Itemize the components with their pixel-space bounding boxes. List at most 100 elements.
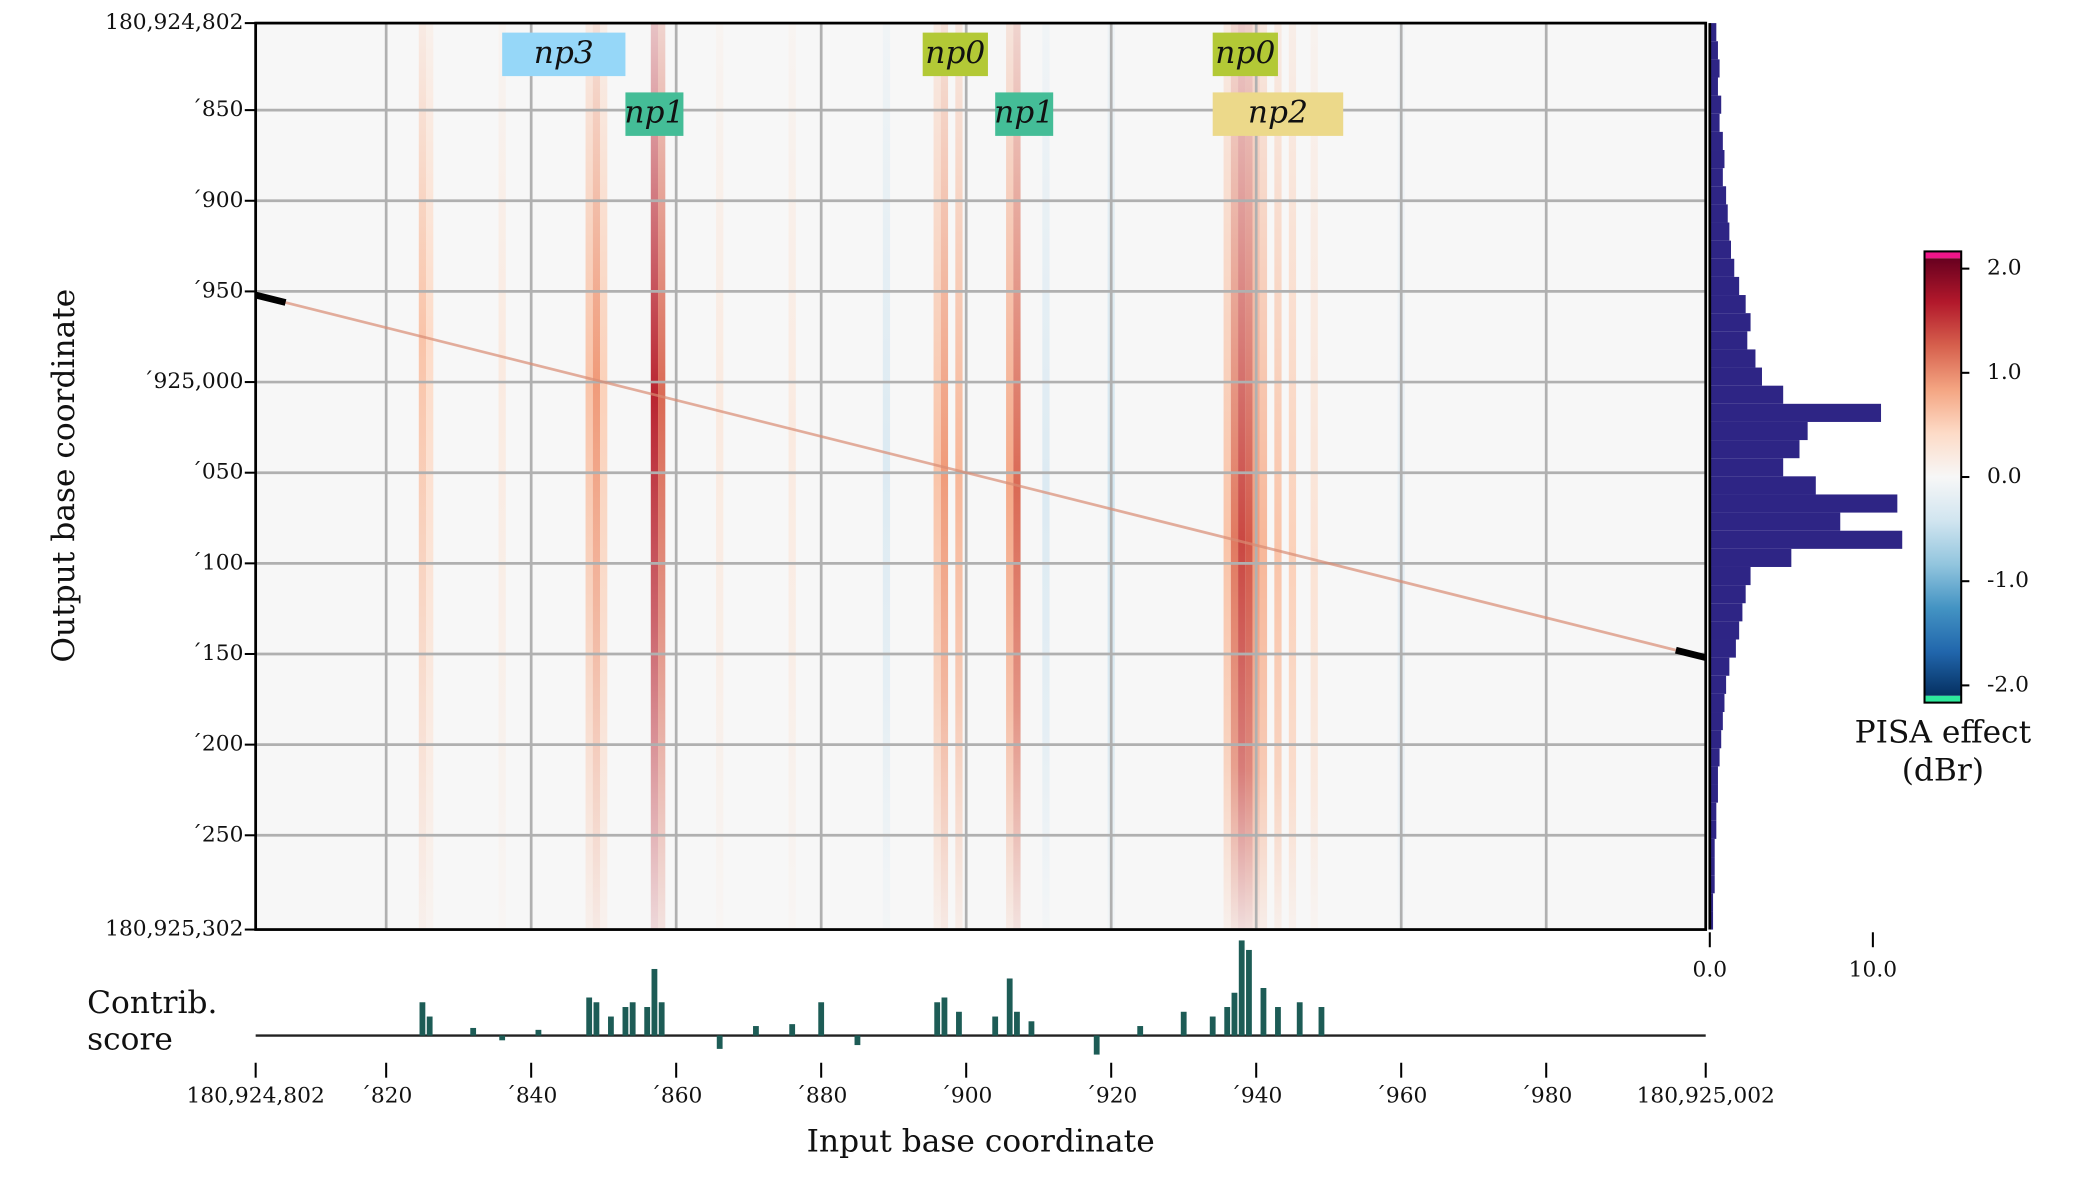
y-tick-label: ´850	[191, 97, 243, 122]
annotation-box	[995, 92, 1054, 136]
contrib-bar	[1137, 1026, 1144, 1036]
contrib-bar	[586, 997, 593, 1036]
histogram-bar	[1709, 566, 1751, 586]
contrib-bar	[644, 1007, 651, 1036]
histogram-bar	[1709, 240, 1731, 259]
heatmap-streak	[498, 23, 506, 930]
y-tick-label: 180,925,302	[105, 917, 243, 942]
contrib-bar	[716, 1035, 723, 1049]
histogram-bar	[1709, 802, 1717, 821]
y-tick-label: 180,924,802	[105, 10, 243, 35]
contrib-label: score	[87, 1021, 173, 1057]
annotation-label: np1	[994, 95, 1054, 131]
histogram-bar	[1709, 657, 1730, 676]
colorbar-tick-label: 0.0	[1987, 464, 2022, 489]
histogram-bar	[1709, 403, 1882, 422]
y-tick-label: ´900	[191, 188, 243, 213]
heatmap-streak	[650, 23, 659, 930]
contrib-bar	[1224, 1007, 1231, 1036]
contrib-bar	[1238, 940, 1245, 1036]
diagonal	[255, 293, 1707, 659]
heatmap-streak	[1245, 23, 1253, 930]
contrib-bar	[419, 1002, 426, 1036]
histogram-bar	[1709, 458, 1784, 477]
x-tick-label: ´860	[650, 1084, 702, 1109]
contrib-bar	[1260, 987, 1267, 1036]
contrib-bar	[854, 1035, 861, 1046]
x-tick-label: ´840	[505, 1084, 557, 1109]
histogram-tick-label: 10.0	[1849, 957, 1897, 982]
contrib-bar	[956, 1011, 962, 1036]
heatmap-streak	[955, 23, 963, 930]
contrib-bar	[1093, 1035, 1100, 1055]
colorbar	[1924, 258, 1962, 696]
contrib-bar	[992, 1016, 999, 1036]
heatmap-streak	[592, 23, 601, 930]
heatmap-streak	[1230, 23, 1239, 930]
annotation-label: np0	[925, 35, 985, 71]
y-tick-label: ´200	[191, 732, 243, 757]
annotation-box	[625, 92, 684, 136]
y-tick-label: ´950	[191, 278, 243, 303]
x-tick-label: ´900	[940, 1084, 992, 1109]
x-tick-label: ´820	[360, 1084, 412, 1109]
x-tick-label: ´920	[1085, 1084, 1137, 1109]
heatmap-streak	[1310, 23, 1318, 930]
histogram-bar	[1709, 548, 1792, 567]
colorbar-tick-label: -2.0	[1987, 672, 2029, 697]
heatmap-streak	[585, 23, 593, 930]
histogram-bar	[1709, 838, 1715, 858]
contrib-bar	[1180, 1011, 1187, 1036]
x-tick-label: ´880	[795, 1084, 847, 1109]
heatmap-streak	[1042, 23, 1050, 930]
heatmap-streak	[1006, 23, 1014, 930]
contrib-bar	[1028, 1021, 1035, 1036]
histogram-bar	[1709, 421, 1808, 441]
x-tick-label: ´980	[1520, 1084, 1572, 1109]
histogram-bar	[1709, 585, 1746, 604]
histogram-bar	[1709, 730, 1722, 749]
histogram-bar	[1709, 349, 1756, 368]
histogram-bar	[1709, 331, 1748, 350]
histogram-bar	[1709, 494, 1898, 513]
colorbar-label: PISA effect	[1855, 714, 2032, 750]
contrib-bar	[1318, 1007, 1325, 1036]
heatmap-streak	[600, 23, 608, 930]
histogram-bar	[1709, 367, 1762, 386]
heatmap-streak	[1288, 23, 1297, 930]
histogram-bar	[1709, 295, 1746, 314]
contrib-bar	[1209, 1016, 1216, 1036]
histogram-bar	[1709, 186, 1727, 205]
annotation-label: np1	[624, 95, 684, 131]
annotation-label: np2	[1248, 95, 1308, 131]
histogram-bar	[1709, 440, 1800, 459]
heatmap-streak	[658, 23, 666, 930]
histogram-bar	[1709, 603, 1743, 622]
y-axis-label: Output base coordinate	[46, 289, 82, 663]
histogram-bar	[1709, 168, 1723, 187]
histogram-bar	[1709, 639, 1736, 658]
diagonal-end	[254, 291, 287, 306]
histogram-bar	[1709, 820, 1717, 839]
x-tick-label: ´940	[1230, 1084, 1282, 1109]
histogram-bar	[1709, 385, 1784, 404]
histogram-bar	[1709, 911, 1714, 930]
heatmap-streak	[1223, 23, 1231, 930]
heatmap-streak	[716, 23, 724, 930]
contrib-bar	[622, 1007, 629, 1036]
heatmap-streak	[788, 23, 796, 930]
histogram-bar	[1709, 95, 1722, 114]
heatmap-streak	[882, 23, 891, 930]
annotation-box	[922, 32, 988, 77]
colorbar-extend-high	[1924, 251, 1962, 259]
y-tick-label: ´925,000	[143, 369, 244, 394]
histogram-tick-label: 0.0	[1693, 957, 1728, 982]
annotation-box	[1212, 92, 1344, 136]
histogram-bar	[1709, 675, 1727, 694]
histogram-bar	[1709, 23, 1717, 42]
colorbar-extend-low	[1924, 695, 1962, 703]
histogram-bar	[1709, 893, 1714, 912]
y-tick-label: ´100	[191, 550, 243, 575]
histogram-bar	[1709, 222, 1730, 241]
